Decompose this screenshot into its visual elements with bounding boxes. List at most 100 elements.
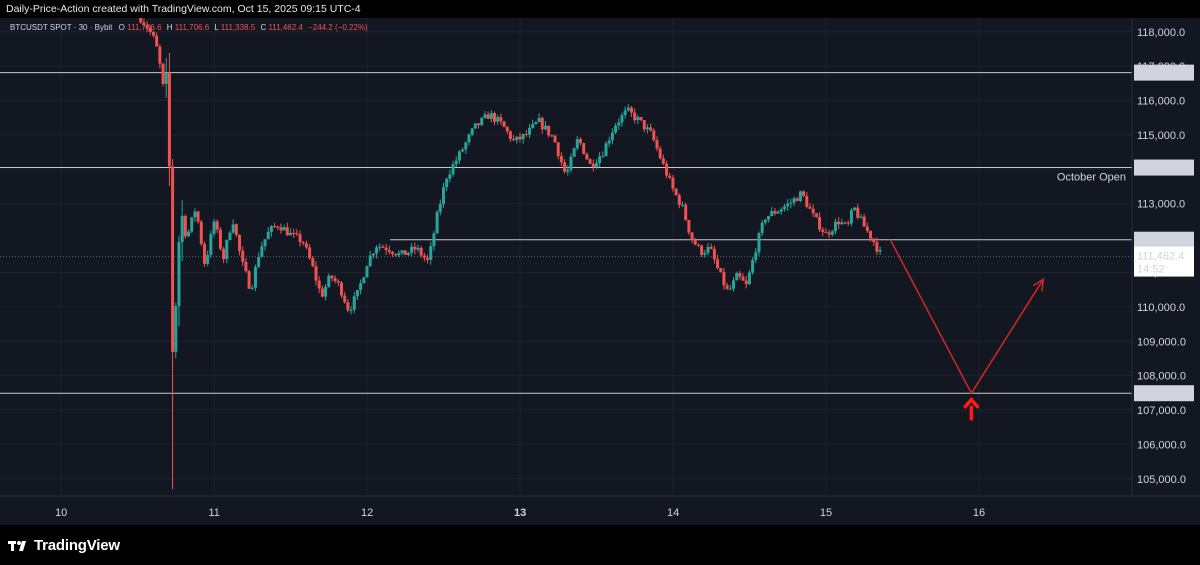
- candle-body: [381, 246, 385, 248]
- candle-body: [247, 271, 251, 289]
- candle-13: [180, 200, 184, 262]
- candle-229: [869, 230, 873, 242]
- level-price-box: [1134, 64, 1194, 81]
- level-price-box: [1134, 159, 1194, 176]
- time-tick-label: 16: [973, 507, 985, 519]
- candle-70: [362, 276, 366, 284]
- candle-body: [645, 127, 649, 130]
- candle-25: [218, 226, 222, 251]
- candle-body: [282, 227, 286, 231]
- price-axis[interactable]: 105,000.0 106,000.0 107,000.0 108,000.0 109,…: [1131, 18, 1200, 525]
- candle-body: [499, 117, 503, 122]
- candle-body: [419, 247, 423, 256]
- candle-body: [658, 148, 662, 159]
- candle-86: [413, 242, 417, 255]
- tradingview-logo[interactable]: TradingView: [8, 537, 120, 554]
- candle-11: [174, 302, 178, 359]
- candle-body: [250, 287, 254, 289]
- candle-144: [598, 151, 602, 168]
- candle-193: [754, 247, 758, 264]
- candle-body: [473, 123, 477, 129]
- candle-body: [559, 156, 563, 163]
- candle-81: [397, 250, 401, 258]
- candle-body: [177, 241, 181, 307]
- candle-body: [786, 203, 790, 207]
- price-chart[interactable]: October Open 105,000.0 106,000.0 107,000.0…: [0, 18, 1200, 525]
- candle-68: [355, 289, 359, 301]
- close-label: C: [260, 23, 266, 32]
- candle-102: [464, 141, 468, 154]
- candle-body: [537, 117, 541, 123]
- candle-body: [343, 295, 347, 303]
- candle-body: [620, 115, 624, 123]
- level-price-label: 116,812.0: [1137, 68, 1185, 80]
- time-tick-label: 13: [514, 507, 526, 519]
- candle-body: [623, 110, 627, 116]
- candle-215: [824, 228, 828, 233]
- price-tick-label: 116,000.0: [1137, 96, 1185, 108]
- candle-140: [585, 152, 589, 161]
- candle-body: [837, 221, 841, 225]
- candle-114: [502, 120, 506, 128]
- candle-145: [601, 151, 605, 158]
- candle-body: [709, 246, 713, 249]
- footer-bar: TradingView: [0, 525, 1200, 565]
- candle-14: [183, 214, 187, 240]
- candle-119: [518, 132, 522, 143]
- candle-60: [330, 274, 334, 282]
- candle-133: [563, 158, 567, 174]
- candle-187: [735, 271, 739, 281]
- candle-76: [381, 244, 385, 249]
- candle-body: [502, 121, 506, 127]
- candle-7: [161, 63, 165, 87]
- candle-160: [649, 123, 653, 132]
- candle-12: [177, 235, 181, 327]
- candle-body: [410, 246, 414, 253]
- candle-31: [238, 234, 242, 256]
- candle-body: [403, 250, 407, 255]
- candle-body: [661, 158, 665, 164]
- candle-body: [483, 114, 487, 118]
- candle-200: [776, 210, 780, 214]
- candle-body: [741, 276, 745, 281]
- candle-15: [187, 229, 191, 238]
- candle-body: [515, 136, 519, 141]
- candle-221: [843, 221, 847, 225]
- candle-body: [432, 233, 436, 247]
- candle-183: [722, 267, 726, 290]
- candle-body: [241, 250, 245, 262]
- candle-body: [263, 239, 267, 247]
- candle-body: [368, 255, 372, 267]
- candle-157: [639, 116, 643, 122]
- candle-body: [633, 112, 637, 121]
- candle-217: [830, 229, 834, 237]
- candle-body: [139, 18, 143, 23]
- candle-body: [257, 257, 261, 267]
- price-tick-label: 106,000.0: [1137, 439, 1186, 451]
- candle-body: [639, 117, 643, 121]
- price-tick-label: 113,000.0: [1137, 199, 1185, 211]
- candle-body: [531, 124, 535, 128]
- candle-231: [875, 237, 879, 256]
- candle-body: [301, 242, 305, 244]
- candle-225: [856, 203, 860, 220]
- candle-171: [684, 202, 688, 221]
- candle-body: [148, 28, 152, 33]
- candle-body: [365, 266, 369, 278]
- candles: [139, 18, 882, 490]
- candle-10: [171, 159, 175, 490]
- candle-40: [266, 227, 270, 240]
- candle-body: [712, 248, 716, 260]
- candle-body: [869, 230, 873, 239]
- candle-172: [687, 219, 691, 235]
- candle-141: [588, 158, 592, 165]
- candle-152: [623, 106, 627, 119]
- candle-body: [630, 107, 634, 113]
- candle-body: [878, 249, 882, 252]
- time-axis[interactable]: 10 11 12 13 14 15 16: [0, 495, 1200, 519]
- candle-173: [690, 232, 694, 244]
- candle-222: [846, 220, 850, 226]
- candle-body: [754, 252, 758, 260]
- candle-body: [142, 22, 146, 26]
- candle-body: [314, 266, 318, 281]
